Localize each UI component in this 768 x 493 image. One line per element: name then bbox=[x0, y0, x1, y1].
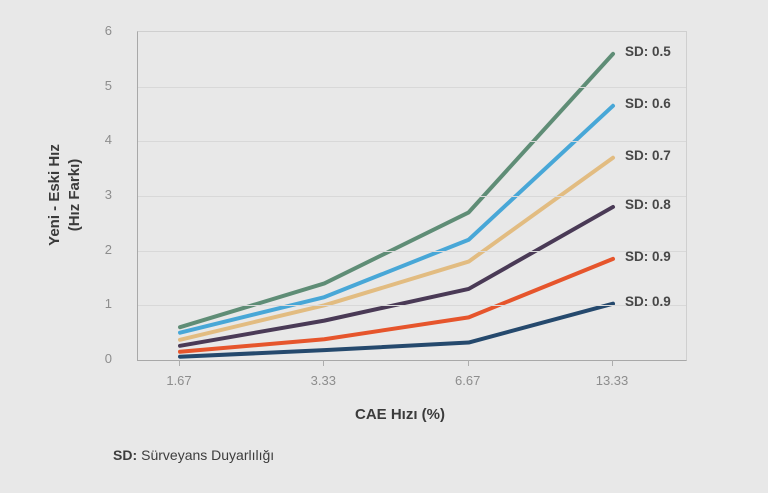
y-tick-label: 5 bbox=[104, 77, 112, 93]
series-label: SD: 0.8 bbox=[625, 196, 671, 212]
y-tick-label: 2 bbox=[104, 241, 112, 257]
x-axis-title: CAE Hızı (%) bbox=[355, 406, 445, 423]
series-label: SD: 0.5 bbox=[625, 43, 671, 59]
series-label: SD: 0.7 bbox=[625, 147, 671, 163]
x-tick-label: 13.33 bbox=[595, 373, 629, 388]
y-tick-label: 4 bbox=[104, 132, 112, 148]
gridline bbox=[138, 141, 686, 143]
series-line bbox=[178, 155, 615, 342]
gridline bbox=[138, 86, 686, 88]
series-line bbox=[178, 301, 615, 359]
y-tick-label: 3 bbox=[104, 187, 112, 202]
y-tick-label: 1 bbox=[104, 296, 112, 312]
x-tick-mark bbox=[467, 360, 469, 366]
series-label: SD: 0.9 bbox=[625, 248, 671, 264]
series-label: SD: 0.6 bbox=[625, 95, 671, 111]
footnote: SD: Sürveyans Duyarlılığı bbox=[113, 447, 274, 463]
series-line bbox=[178, 256, 615, 354]
y-axis-title-line2: (Hız Farkı) bbox=[66, 158, 83, 232]
footnote-text: Sürveyans Duyarlılığı bbox=[141, 447, 275, 463]
series-label: SD: 0.9 bbox=[625, 293, 671, 309]
x-tick-label: 6.67 bbox=[455, 373, 481, 388]
x-tick-mark bbox=[179, 360, 180, 366]
series-line bbox=[178, 204, 615, 348]
gridline bbox=[138, 250, 686, 252]
x-tick-label: 1.67 bbox=[166, 373, 192, 388]
footnote-abbr: SD: bbox=[113, 447, 138, 463]
x-tick-mark bbox=[612, 360, 613, 366]
gridline bbox=[138, 196, 686, 197]
y-axis-title-line1: Yeni - Eski Hız bbox=[46, 144, 63, 246]
series-line bbox=[178, 103, 615, 335]
line-series-layer bbox=[178, 51, 615, 359]
y-tick-label: 6 bbox=[104, 23, 112, 38]
y-tick-label: 0 bbox=[104, 351, 112, 366]
x-tick-mark bbox=[323, 360, 325, 366]
x-tick-label: 3.33 bbox=[310, 373, 336, 388]
plot-area bbox=[137, 31, 687, 361]
y-axis-title: Yeni - Eski Hız (Hız Farkı) bbox=[45, 85, 87, 305]
gridline bbox=[138, 305, 686, 307]
